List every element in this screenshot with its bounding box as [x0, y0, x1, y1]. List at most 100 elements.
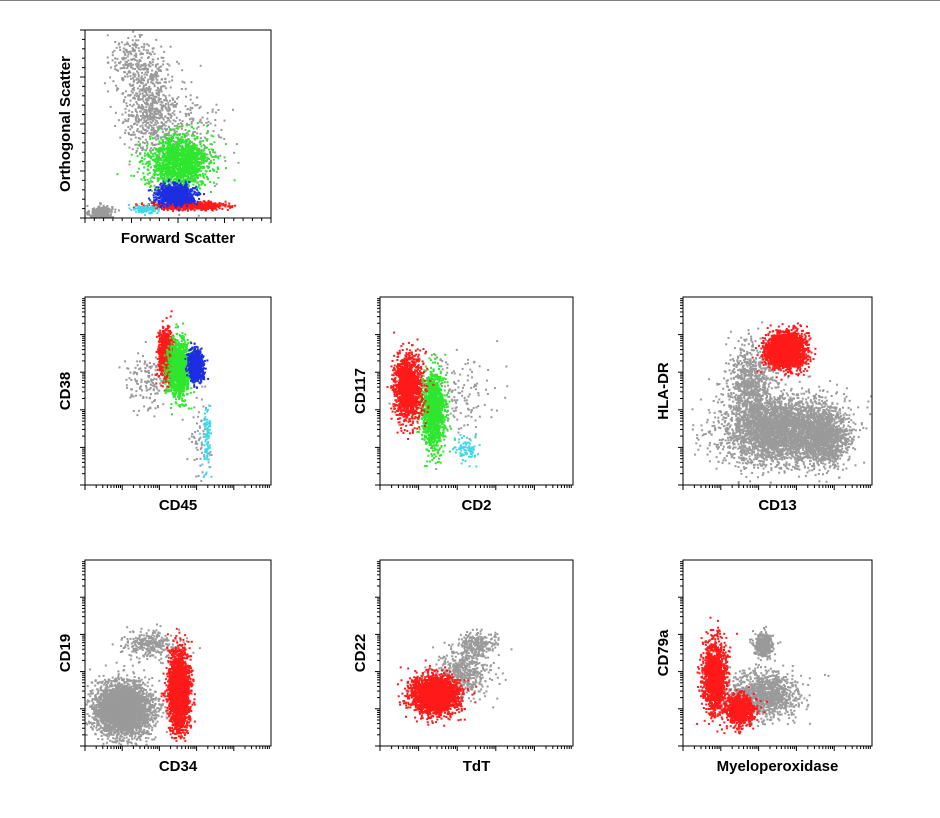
event-point: [171, 112, 174, 115]
event-point: [153, 83, 156, 86]
event-point: [202, 405, 205, 408]
event-point: [168, 80, 171, 83]
event-point: [140, 159, 143, 162]
event-point: [178, 181, 180, 184]
event-point: [154, 205, 157, 208]
event-point: [119, 67, 122, 70]
event-point: [185, 194, 188, 197]
event-point: [149, 407, 152, 410]
event-point: [118, 366, 121, 369]
event-point: [202, 152, 205, 155]
event-point: [193, 180, 196, 183]
event-point: [149, 212, 152, 215]
event-point: [195, 160, 198, 163]
event-point: [145, 93, 148, 96]
event-point: [162, 381, 165, 384]
event-point: [130, 134, 133, 136]
event-point: [106, 210, 109, 213]
event-point: [146, 370, 149, 373]
event-point: [136, 364, 139, 367]
event-point: [156, 89, 158, 92]
event-point: [172, 210, 175, 213]
event-point: [132, 97, 135, 100]
event-point: [138, 145, 141, 147]
event-point: [140, 130, 143, 133]
event-point: [164, 137, 167, 140]
event-point: [137, 206, 140, 209]
event-point: [185, 200, 188, 203]
event-point: [166, 207, 168, 210]
event-point: [143, 208, 146, 211]
event-point: [138, 130, 141, 133]
event-point: [88, 213, 90, 216]
event-point: [150, 102, 152, 105]
event-point: [141, 52, 144, 55]
event-point: [171, 79, 174, 82]
event-point: [123, 143, 126, 146]
event-point: [131, 133, 134, 136]
event-point: [168, 107, 171, 110]
event-point: [195, 192, 198, 195]
event-point: [192, 183, 195, 186]
event-point: [182, 176, 185, 179]
event-point: [157, 406, 160, 409]
event-point: [152, 47, 155, 50]
event-point: [176, 162, 179, 165]
event-point: [215, 111, 218, 114]
event-point: [149, 150, 152, 153]
event-point: [147, 206, 150, 209]
event-point: [147, 127, 150, 130]
event-point: [183, 180, 186, 183]
event-point: [97, 207, 100, 210]
event-point: [154, 407, 157, 410]
event-point: [150, 380, 153, 383]
event-point: [167, 180, 170, 183]
event-point: [139, 137, 142, 140]
event-point: [178, 125, 181, 128]
event-point: [153, 101, 155, 104]
event-point: [156, 150, 159, 153]
event-point: [133, 86, 136, 89]
event-point: [111, 51, 114, 54]
event-point: [176, 144, 179, 147]
event-point: [124, 53, 126, 56]
event-point: [123, 71, 126, 74]
event-point: [201, 385, 204, 388]
event-point: [150, 157, 153, 160]
event-point: [127, 50, 130, 53]
event-point: [132, 74, 135, 77]
event-point: [191, 107, 194, 110]
event-point: [179, 199, 182, 202]
event-point: [210, 454, 213, 456]
event-point: [140, 77, 143, 80]
event-point: [140, 104, 143, 106]
event-point: [176, 156, 179, 158]
event-point: [207, 452, 210, 455]
event-point: [157, 389, 160, 392]
event-point: [173, 168, 176, 171]
event-point: [192, 145, 195, 148]
event-point: [173, 130, 176, 133]
event-point: [155, 148, 157, 151]
event-point: [188, 172, 191, 175]
event-point: [141, 92, 144, 95]
event-point: [163, 104, 166, 107]
event-point: [185, 95, 187, 98]
event-point: [187, 183, 190, 186]
event-point: [177, 143, 180, 146]
event-point: [117, 119, 120, 122]
event-point: [169, 86, 172, 89]
event-point: [160, 116, 163, 119]
event-point: [189, 171, 192, 174]
event-point: [130, 393, 133, 396]
event-point: [161, 168, 164, 171]
event-point: [201, 153, 204, 156]
event-point: [167, 187, 170, 190]
event-point: [185, 171, 188, 174]
event-point: [195, 168, 198, 171]
event-point: [190, 193, 193, 196]
event-point: [149, 177, 152, 180]
event-point: [201, 203, 204, 205]
event-point: [151, 153, 154, 156]
event-point: [170, 194, 173, 197]
